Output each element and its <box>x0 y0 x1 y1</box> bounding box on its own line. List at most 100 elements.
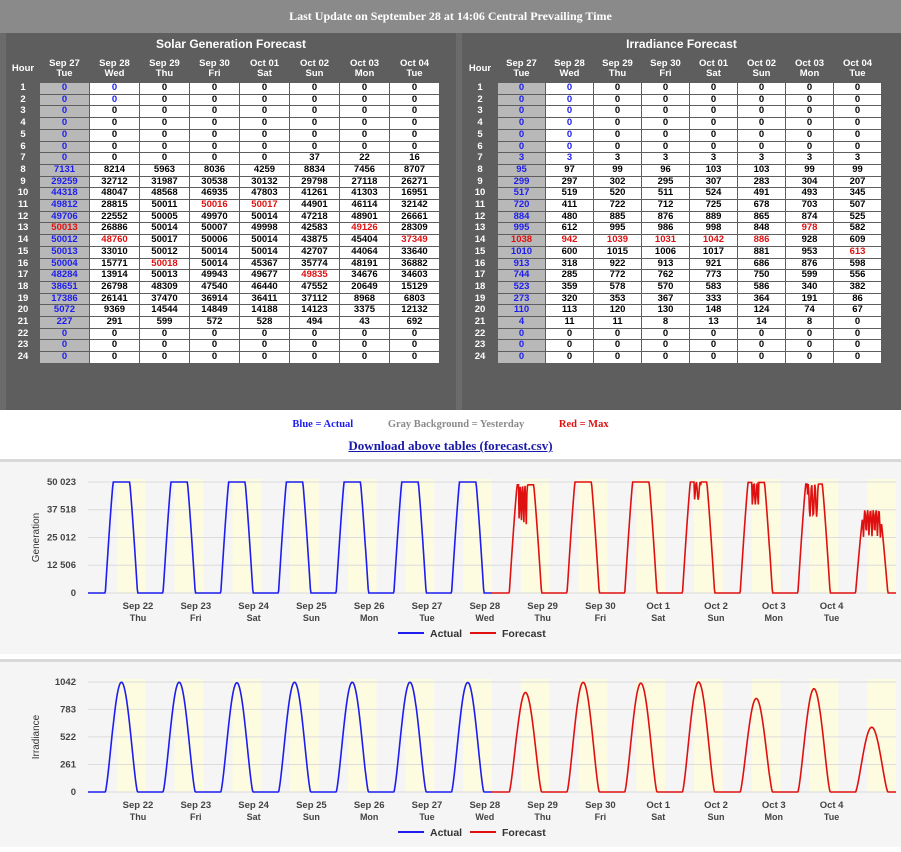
value-cell: 46935 <box>190 188 239 200</box>
value-cell: 97 <box>546 164 593 176</box>
value-cell: 0 <box>190 117 239 129</box>
value-cell: 29798 <box>290 176 339 188</box>
update-banner: Last Update on September 28 at 14:06 Cen… <box>0 0 901 33</box>
value-cell: 13914 <box>90 270 139 281</box>
value-cell: 0 <box>240 106 289 118</box>
x-tick-weekday: Sun <box>303 812 320 822</box>
value-cell: 47540 <box>190 281 239 293</box>
value-cell: 874 <box>786 211 833 223</box>
value-cell: 14188 <box>240 305 289 317</box>
hour-cell: 13 <box>463 223 497 235</box>
value-cell: 50007 <box>190 223 239 235</box>
value-cell: 26141 <box>90 293 139 305</box>
value-cell: 722 <box>594 199 641 211</box>
value-cell: 978 <box>786 223 833 235</box>
download-csv-link[interactable]: Download above tables (forecast.csv) <box>348 438 553 453</box>
value-cell: 48568 <box>140 188 189 200</box>
day-date: Oct 01 <box>698 58 729 69</box>
y-tick-label: 37 518 <box>47 505 76 516</box>
daylight-band <box>867 679 896 792</box>
value-cell: 124 <box>738 305 785 317</box>
value-cell: 41303 <box>340 188 389 200</box>
value-cell: 0 <box>90 94 139 106</box>
value-cell: 30132 <box>240 176 289 188</box>
value-cell: 995 <box>498 223 545 235</box>
value-cell: 0 <box>240 141 289 153</box>
value-cell: 37349 <box>390 234 439 246</box>
value-cell: 0 <box>290 328 339 340</box>
value-cell: 0 <box>390 82 439 94</box>
x-tick-date: Sep 22 <box>123 800 154 811</box>
value-cell: 0 <box>40 94 89 106</box>
table-row: 19 273 320 353 367 333 364 191 86 <box>463 293 881 305</box>
value-cell: 0 <box>498 117 545 129</box>
value-cell: 0 <box>786 351 833 363</box>
value-cell: 942 <box>546 234 593 246</box>
day-weekday: Mon <box>799 68 820 79</box>
day-date: Sep 29 <box>149 58 180 69</box>
legend-actual-label: Actual <box>430 628 462 640</box>
day-column-header: Oct 01 Sat <box>690 56 737 82</box>
value-cell: 0 <box>786 328 833 340</box>
value-cell: 411 <box>546 199 593 211</box>
table-row: 19 17386 26141 37470 36914 36411 37112 8968 6803 <box>7 293 439 305</box>
x-tick-weekday: Sat <box>247 613 261 623</box>
value-cell: 26798 <box>90 281 139 293</box>
value-cell: 49677 <box>240 270 289 281</box>
value-cell: 1017 <box>690 246 737 258</box>
x-tick-date: Oct 4 <box>820 800 844 811</box>
value-cell: 0 <box>90 340 139 352</box>
x-tick-date: Sep 23 <box>180 601 211 612</box>
value-cell: 33010 <box>90 246 139 258</box>
y-tick-label: 25 012 <box>47 532 76 543</box>
value-cell: 32142 <box>390 199 439 211</box>
hour-cell: 6 <box>463 141 497 153</box>
hour-cell: 21 <box>7 316 39 328</box>
value-cell: 50014 <box>140 223 189 235</box>
value-cell: 0 <box>690 351 737 363</box>
hour-cell: 19 <box>7 293 39 305</box>
value-cell: 678 <box>738 199 785 211</box>
actual-series-line <box>88 681 492 793</box>
value-cell: 720 <box>498 199 545 211</box>
value-cell: 0 <box>340 82 389 94</box>
value-cell: 0 <box>546 129 593 141</box>
generation-table-panel: Solar Generation Forecast Hour Sep 27 Tue S… <box>6 33 456 410</box>
irradiance-table-panel: Irradiance Forecast Hour Sep 27 Tue Sep 28 W… <box>462 33 901 410</box>
table-row: 15 1010 600 1015 1006 1017 881 953 613 <box>463 246 881 258</box>
value-cell: 480 <box>546 211 593 223</box>
hour-cell: 24 <box>463 351 497 363</box>
hour-cell: 7 <box>7 153 39 164</box>
value-cell: 0 <box>546 117 593 129</box>
day-date: Sep 28 <box>554 58 585 69</box>
value-cell: 0 <box>290 340 339 352</box>
value-cell: 0 <box>140 328 189 340</box>
value-cell: 0 <box>834 351 881 363</box>
value-cell: 0 <box>240 153 289 164</box>
value-cell: 0 <box>834 129 881 141</box>
value-cell: 599 <box>140 316 189 328</box>
value-cell: 48284 <box>40 270 89 281</box>
value-cell: 37470 <box>140 293 189 305</box>
value-cell: 45404 <box>340 234 389 246</box>
day-column-header: Oct 03 Mon <box>786 56 833 82</box>
value-cell: 37112 <box>290 293 339 305</box>
value-cell: 0 <box>642 141 689 153</box>
legend-yesterday: Gray Background = Yesterday <box>387 419 525 430</box>
value-cell: 26886 <box>90 223 139 235</box>
value-cell: 20649 <box>340 281 389 293</box>
value-cell: 15129 <box>390 281 439 293</box>
value-cell: 1006 <box>642 246 689 258</box>
value-cell: 16 <box>390 153 439 164</box>
table-row: 13 50013 26886 50014 50007 49998 42583 49126 283… <box>7 223 439 235</box>
value-cell: 48309 <box>140 281 189 293</box>
value-cell: 0 <box>340 94 389 106</box>
value-cell: 0 <box>594 328 641 340</box>
day-weekday: Tue <box>56 68 73 79</box>
value-cell: 686 <box>738 258 785 270</box>
generation-chart-svg: 0 12 506 25 012 37 518 50 023 Generation Sep 2… <box>31 477 896 640</box>
hour-cell: 7 <box>463 153 497 164</box>
value-cell: 0 <box>240 94 289 106</box>
value-cell: 0 <box>90 129 139 141</box>
day-weekday: Fri <box>208 68 221 79</box>
